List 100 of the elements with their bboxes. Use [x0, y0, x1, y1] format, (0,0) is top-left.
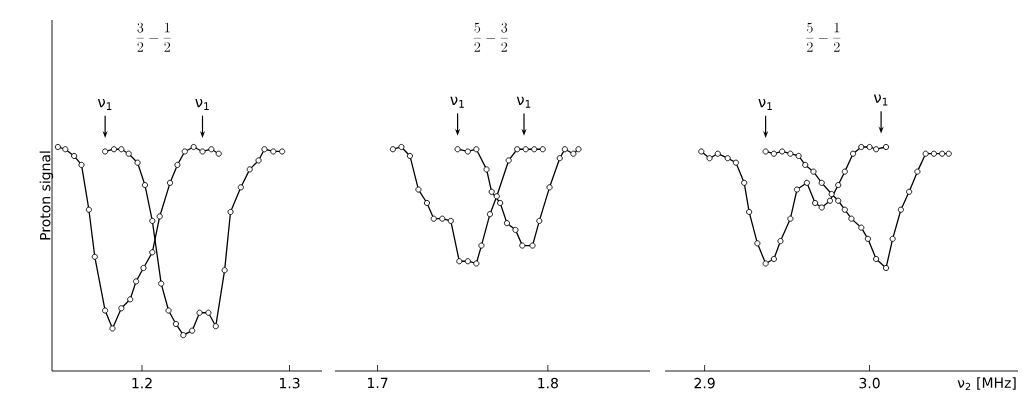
point	[199, 148, 206, 155]
point	[227, 208, 234, 216]
point	[945, 150, 952, 157]
point	[546, 184, 553, 191]
point	[118, 146, 125, 153]
point	[279, 148, 286, 155]
annotation: ν$_{1}$	[758, 99, 772, 110]
point	[850, 150, 857, 157]
point	[215, 150, 222, 157]
point	[770, 255, 777, 263]
point	[398, 143, 405, 151]
point	[514, 146, 521, 153]
point	[246, 166, 253, 173]
point	[149, 249, 156, 256]
point	[770, 150, 777, 157]
point	[793, 186, 801, 193]
point	[180, 332, 187, 339]
point	[732, 159, 739, 166]
point	[486, 211, 493, 218]
point	[156, 213, 163, 220]
point	[930, 150, 937, 157]
point	[270, 148, 277, 155]
point	[922, 150, 929, 157]
point	[536, 217, 543, 224]
annotation: ν$_{1}$	[97, 99, 112, 110]
point	[883, 143, 890, 151]
point	[91, 253, 98, 260]
point	[883, 264, 890, 272]
point	[464, 258, 471, 265]
point	[205, 309, 212, 316]
point	[539, 146, 546, 153]
point	[478, 242, 485, 249]
annotation: ν$_{1}$	[516, 96, 531, 108]
point	[570, 150, 577, 157]
point	[706, 155, 713, 162]
point	[858, 224, 865, 231]
point	[864, 235, 871, 242]
y-axis-title: Proton signal	[39, 151, 54, 240]
point	[828, 190, 835, 198]
point	[858, 143, 865, 151]
point	[172, 320, 179, 328]
point	[914, 168, 921, 175]
point	[189, 327, 196, 334]
point	[141, 182, 148, 189]
point	[714, 150, 721, 157]
point	[762, 260, 769, 267]
point	[110, 146, 118, 153]
point	[939, 150, 946, 157]
point	[531, 146, 538, 153]
point	[561, 146, 568, 153]
point	[237, 184, 244, 191]
point	[841, 206, 848, 213]
point	[503, 220, 511, 227]
point	[698, 148, 705, 155]
point	[439, 215, 446, 222]
point	[109, 325, 116, 332]
point	[133, 278, 140, 285]
point	[497, 199, 504, 207]
point	[423, 199, 430, 207]
point	[261, 146, 268, 153]
point	[889, 235, 896, 242]
chart-title: $\frac{5}{2}-\frac{3}{2}$	[473, 22, 508, 52]
point	[488, 188, 495, 195]
point	[493, 193, 500, 200]
annotation: ν$_{1}$	[450, 96, 464, 108]
point	[812, 199, 819, 207]
point	[787, 215, 794, 222]
annotation: ν$_{1}$	[195, 99, 209, 110]
point	[835, 197, 842, 204]
point	[873, 146, 880, 153]
point	[389, 146, 396, 153]
point	[174, 161, 181, 168]
point	[483, 166, 490, 173]
point	[102, 307, 109, 314]
point	[556, 155, 563, 162]
point	[787, 150, 794, 157]
point	[575, 146, 582, 153]
point	[181, 148, 188, 155]
point	[221, 267, 228, 274]
x-tick-label: 1.7	[368, 377, 388, 389]
point	[127, 296, 134, 303]
point	[835, 182, 842, 189]
point	[456, 258, 463, 265]
point	[85, 206, 92, 213]
point	[447, 217, 454, 224]
point	[255, 157, 262, 164]
point	[866, 143, 873, 151]
point	[71, 152, 78, 159]
annotation: ν$_{1}$	[873, 94, 888, 106]
point	[78, 161, 85, 168]
point	[779, 148, 786, 155]
point	[212, 323, 219, 330]
x-tick-label: 3.0	[859, 377, 880, 389]
x-tick-label: 1.8	[538, 377, 558, 389]
point	[818, 179, 825, 186]
point	[841, 168, 848, 175]
point	[102, 148, 109, 155]
point	[54, 143, 61, 151]
point	[62, 146, 69, 153]
x-tick-label: 1.3	[279, 377, 300, 389]
